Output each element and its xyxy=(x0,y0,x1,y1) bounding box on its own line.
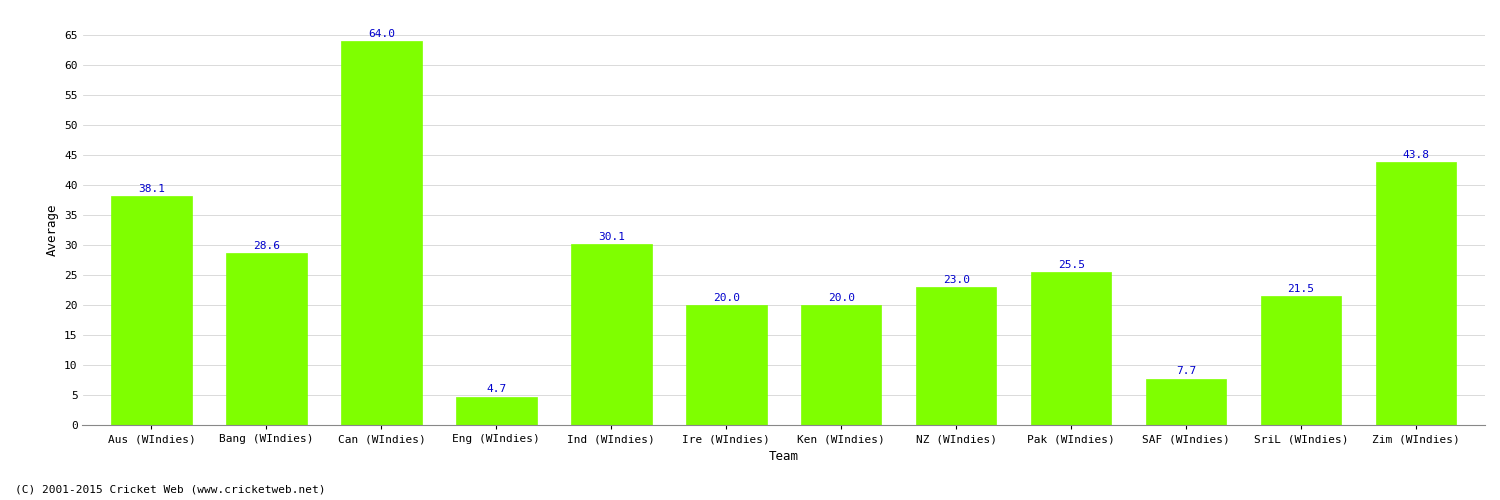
Bar xyxy=(801,305,882,425)
X-axis label: Team: Team xyxy=(770,450,800,462)
Bar xyxy=(226,254,306,425)
Text: 7.7: 7.7 xyxy=(1176,366,1196,376)
Text: 38.1: 38.1 xyxy=(138,184,165,194)
Text: 20.0: 20.0 xyxy=(712,292,740,302)
Bar xyxy=(916,287,996,425)
Text: 64.0: 64.0 xyxy=(368,28,394,38)
Bar xyxy=(111,196,192,425)
Text: 25.5: 25.5 xyxy=(1058,260,1084,270)
Text: 23.0: 23.0 xyxy=(942,274,969,284)
Text: (C) 2001-2015 Cricket Web (www.cricketweb.net): (C) 2001-2015 Cricket Web (www.cricketwe… xyxy=(15,485,326,495)
Text: 4.7: 4.7 xyxy=(486,384,507,394)
Text: 28.6: 28.6 xyxy=(254,241,280,251)
Bar xyxy=(686,305,766,425)
Text: 30.1: 30.1 xyxy=(598,232,625,242)
Text: 20.0: 20.0 xyxy=(828,292,855,302)
Bar xyxy=(340,41,422,425)
Bar xyxy=(572,244,651,425)
Bar xyxy=(1146,379,1227,425)
Text: 43.8: 43.8 xyxy=(1402,150,1429,160)
Bar xyxy=(1376,162,1456,425)
Bar xyxy=(1262,296,1341,425)
Bar xyxy=(456,397,537,425)
Bar xyxy=(1030,272,1112,425)
Text: 21.5: 21.5 xyxy=(1287,284,1314,294)
Y-axis label: Average: Average xyxy=(45,204,58,256)
